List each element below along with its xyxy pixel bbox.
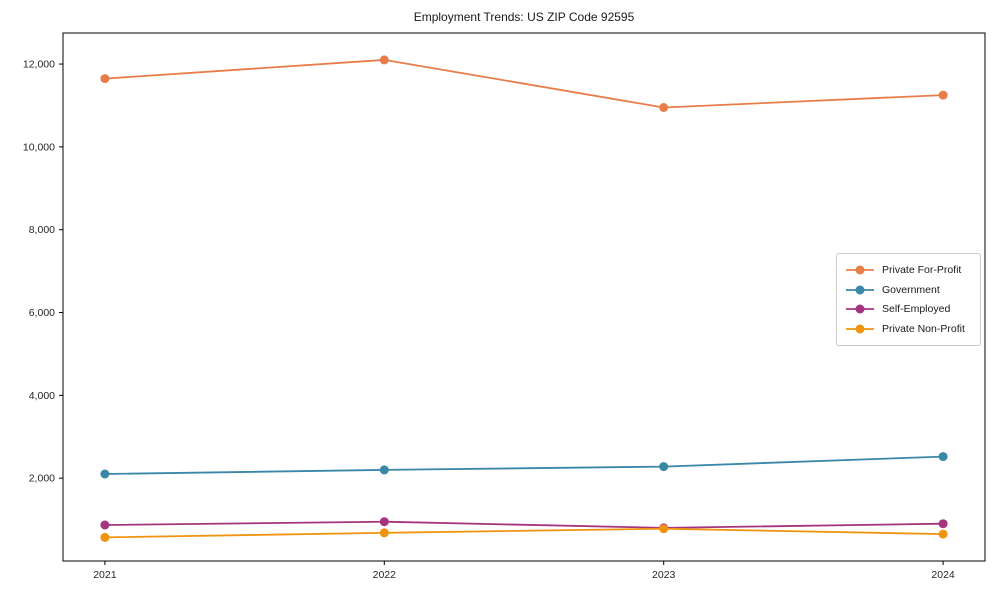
x-axis-tick-label: 2023 bbox=[652, 569, 676, 581]
legend-item-private-for-profit: Private For-Profit bbox=[845, 260, 972, 280]
legend-item-government: Government bbox=[845, 280, 972, 300]
chart-title: Employment Trends: US ZIP Code 92595 bbox=[413, 10, 635, 24]
series-line-private-for-profit bbox=[104, 59, 944, 109]
data-point-marker-private-non-profit bbox=[938, 529, 948, 539]
data-point-marker-government bbox=[379, 465, 389, 475]
y-axis-tick-label: 4,000 bbox=[29, 390, 55, 402]
x-axis-tick-label: 2022 bbox=[373, 569, 397, 581]
legend-marker-line-icon bbox=[846, 324, 874, 334]
data-point-marker-government bbox=[100, 469, 110, 479]
legend-item-private-non-profit: Private Non-Profit bbox=[845, 319, 972, 339]
data-point-marker-private-non-profit bbox=[379, 528, 389, 538]
legend-marker-line-icon bbox=[846, 304, 874, 314]
legend-marker-line-icon bbox=[846, 285, 874, 295]
x-axis-tick-label: 2021 bbox=[93, 569, 117, 581]
legend-label: Private Non-Profit bbox=[882, 323, 965, 336]
y-axis-tick-label: 8,000 bbox=[29, 224, 55, 236]
data-point-marker-private-non-profit bbox=[659, 524, 669, 534]
legend-label: Government bbox=[882, 283, 940, 296]
y-axis-tick-label: 6,000 bbox=[29, 307, 55, 319]
x-axis-tick-label: 2024 bbox=[931, 569, 955, 581]
data-point-marker-private-non-profit bbox=[100, 532, 110, 542]
series-line-government bbox=[104, 455, 944, 475]
series-line-self-employed bbox=[104, 520, 944, 529]
y-axis-tick-label: 10,000 bbox=[23, 141, 55, 153]
data-point-marker-private-for-profit bbox=[100, 74, 110, 84]
legend: Private For-Profit Government Self-Emplo… bbox=[836, 253, 981, 346]
series-line-private-non-profit bbox=[104, 527, 944, 539]
data-point-marker-private-for-profit bbox=[659, 103, 669, 112]
legend-label: Self-Employed bbox=[882, 303, 951, 316]
legend-marker-line-icon bbox=[846, 265, 874, 275]
legend-label: Private For-Profit bbox=[882, 263, 962, 276]
data-point-marker-private-for-profit bbox=[379, 55, 389, 65]
data-point-marker-self-employed bbox=[100, 520, 110, 530]
data-point-marker-self-employed bbox=[379, 517, 389, 527]
data-point-marker-government bbox=[659, 462, 669, 472]
data-point-marker-government bbox=[938, 452, 948, 462]
y-axis-tick-label: 12,000 bbox=[23, 59, 55, 71]
legend-item-self-employed: Self-Employed bbox=[845, 300, 972, 320]
plot-border bbox=[62, 32, 986, 562]
data-point-marker-private-for-profit bbox=[938, 90, 948, 100]
data-point-marker-self-employed bbox=[938, 519, 948, 529]
y-axis-tick-label: 2,000 bbox=[29, 473, 55, 485]
